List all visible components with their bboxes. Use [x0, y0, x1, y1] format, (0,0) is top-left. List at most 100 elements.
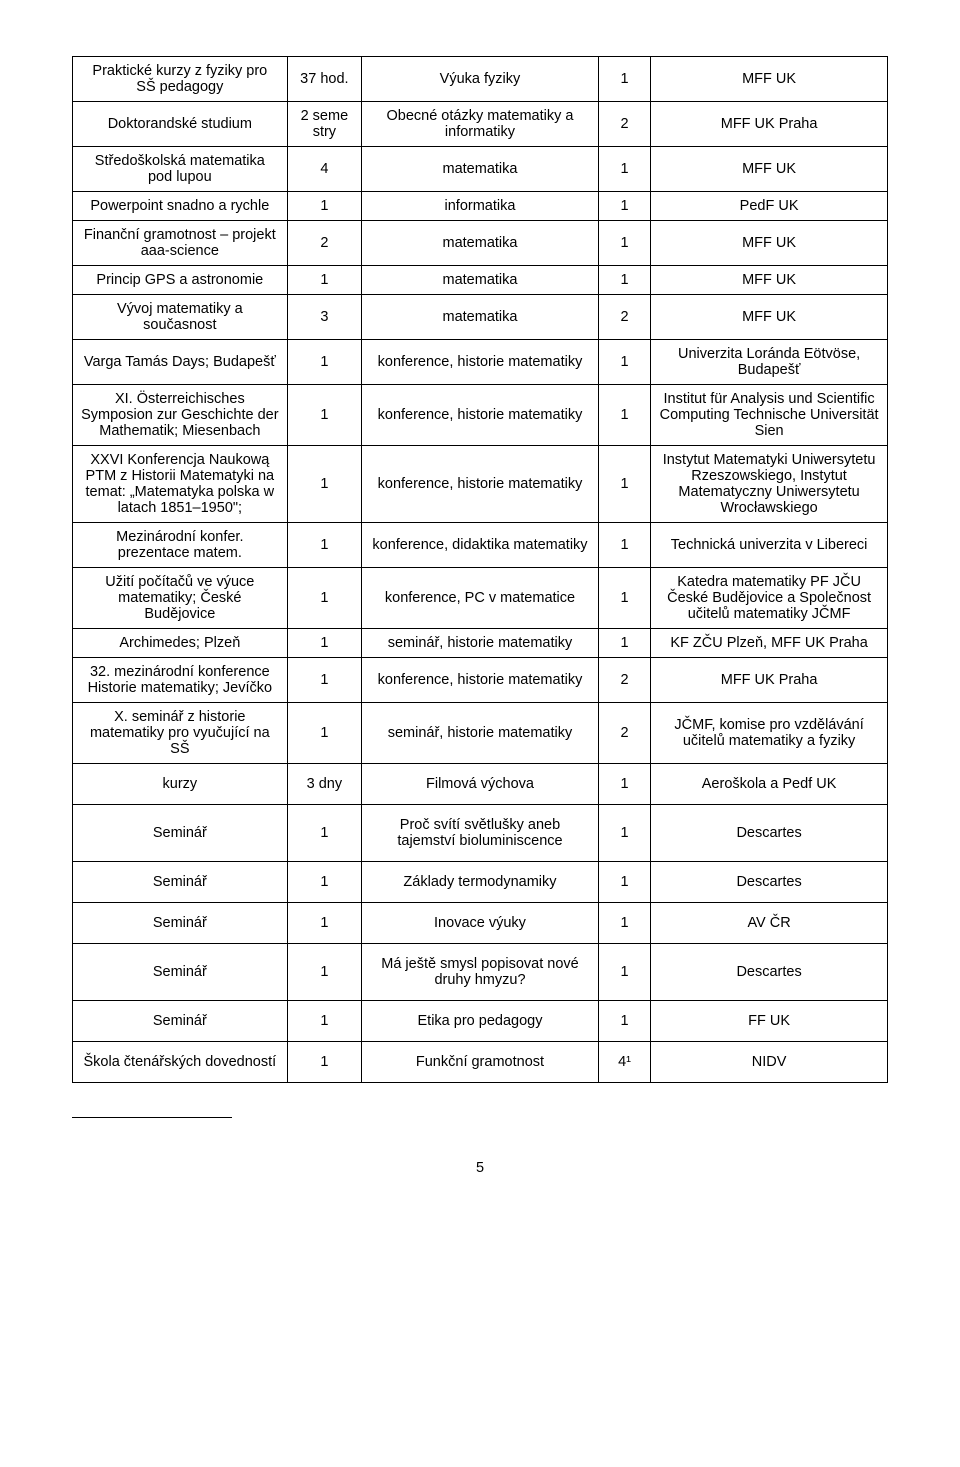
cell-c2: 1	[287, 944, 361, 1001]
table-row: 32. mezinárodní konference Historie mate…	[73, 658, 888, 703]
cell-c5: MFF UK	[651, 295, 888, 340]
cell-c4: 1	[598, 764, 650, 805]
cell-c5: Aeroškola a Pedf UK	[651, 764, 888, 805]
cell-c3: konference, historie matematiky	[362, 340, 599, 385]
cell-c3: Proč svítí světlušky aneb tajemství biol…	[362, 805, 599, 862]
cell-c5: MFF UK Praha	[651, 658, 888, 703]
cell-c4: 1	[598, 944, 650, 1001]
cell-c4: 2	[598, 295, 650, 340]
cell-c2: 2 seme stry	[287, 102, 361, 147]
cell-c2: 1	[287, 629, 361, 658]
cell-c3: konference, historie matematiky	[362, 658, 599, 703]
cell-c3: seminář, historie matematiky	[362, 703, 599, 764]
cell-c1: Škola čtenářských dovedností	[73, 1042, 288, 1083]
table-row: X. seminář z historie matematiky pro vyu…	[73, 703, 888, 764]
cell-c1: Středoškolská matematika pod lupou	[73, 147, 288, 192]
table-row: XI. Österreichisches Symposion zur Gesch…	[73, 385, 888, 446]
cell-c4: 1	[598, 57, 650, 102]
table-row: Doktorandské studium2 seme stryObecné ot…	[73, 102, 888, 147]
table-row: Vývoj matematiky a současnost3matematika…	[73, 295, 888, 340]
cell-c2: 1	[287, 446, 361, 523]
cell-c1: Doktorandské studium	[73, 102, 288, 147]
cell-c4: 1	[598, 446, 650, 523]
cell-c2: 1	[287, 1042, 361, 1083]
table-row: Mezinárodní konfer. prezentace matem.1ko…	[73, 523, 888, 568]
cell-c5: FF UK	[651, 1001, 888, 1042]
cell-c5: MFF UK	[651, 57, 888, 102]
cell-c2: 3 dny	[287, 764, 361, 805]
cell-c3: matematika	[362, 295, 599, 340]
cell-c1: XI. Österreichisches Symposion zur Gesch…	[73, 385, 288, 446]
cell-c2: 1	[287, 192, 361, 221]
cell-c1: Užití počítačů ve výuce matematiky; Česk…	[73, 568, 288, 629]
cell-c4: 1	[598, 805, 650, 862]
cell-c1: Powerpoint snadno a rychle	[73, 192, 288, 221]
cell-c4: 4¹	[598, 1042, 650, 1083]
cell-c5: Institut für Analysis und Scientific Com…	[651, 385, 888, 446]
cell-c5: MFF UK	[651, 221, 888, 266]
cell-c3: Základy termodynamiky	[362, 862, 599, 903]
cell-c3: Filmová výchova	[362, 764, 599, 805]
cell-c2: 1	[287, 703, 361, 764]
table-row: Seminář1Má ještě smysl popisovat nové dr…	[73, 944, 888, 1001]
cell-c2: 37 hod.	[287, 57, 361, 102]
cell-c4: 1	[598, 862, 650, 903]
cell-c5: MFF UK	[651, 266, 888, 295]
cell-c2: 1	[287, 658, 361, 703]
table-row: Princip GPS a astronomie1matematika1MFF …	[73, 266, 888, 295]
cell-c5: NIDV	[651, 1042, 888, 1083]
cell-c2: 1	[287, 862, 361, 903]
cell-c5: MFF UK	[651, 147, 888, 192]
table-row: Finanční gramotnost – projekt aaa-scienc…	[73, 221, 888, 266]
cell-c3: matematika	[362, 147, 599, 192]
cell-c2: 1	[287, 340, 361, 385]
cell-c3: Výuka fyziky	[362, 57, 599, 102]
cell-c3: konference, didaktika matematiky	[362, 523, 599, 568]
cell-c5: Descartes	[651, 862, 888, 903]
cell-c3: matematika	[362, 266, 599, 295]
table-row: Škola čtenářských dovedností1Funkční gra…	[73, 1042, 888, 1083]
cell-c2: 1	[287, 523, 361, 568]
table-row: Seminář1Etika pro pedagogy1FF UK	[73, 1001, 888, 1042]
cell-c1: Mezinárodní konfer. prezentace matem.	[73, 523, 288, 568]
cell-c1: kurzy	[73, 764, 288, 805]
cell-c5: Katedra matematiky PF JČU České Budějovi…	[651, 568, 888, 629]
cell-c3: konference, historie matematiky	[362, 446, 599, 523]
page-number: 5	[72, 1160, 888, 1176]
cell-c3: Etika pro pedagogy	[362, 1001, 599, 1042]
cell-c4: 1	[598, 192, 650, 221]
table-row: Varga Tamás Days; Budapešť1konference, h…	[73, 340, 888, 385]
cell-c3: konference, historie matematiky	[362, 385, 599, 446]
table-row: Seminář1Základy termodynamiky1Descartes	[73, 862, 888, 903]
cell-c5: Technická univerzita v Libereci	[651, 523, 888, 568]
cell-c3: Obecné otázky matematiky a informatiky	[362, 102, 599, 147]
cell-c5: Descartes	[651, 805, 888, 862]
cell-c4: 2	[598, 102, 650, 147]
cell-c4: 1	[598, 629, 650, 658]
cell-c1: X. seminář z historie matematiky pro vyu…	[73, 703, 288, 764]
cell-c5: MFF UK Praha	[651, 102, 888, 147]
cell-c3: matematika	[362, 221, 599, 266]
cell-c1: Vývoj matematiky a současnost	[73, 295, 288, 340]
cell-c4: 1	[598, 266, 650, 295]
cell-c5: PedF UK	[651, 192, 888, 221]
cell-c4: 1	[598, 568, 650, 629]
cell-c1: XXVI Konferencja Naukową PTM z Historii …	[73, 446, 288, 523]
cell-c4: 1	[598, 147, 650, 192]
table-row: XXVI Konferencja Naukową PTM z Historii …	[73, 446, 888, 523]
cell-c2: 1	[287, 266, 361, 295]
cell-c5: Descartes	[651, 944, 888, 1001]
table-row: Powerpoint snadno a rychle1informatika1P…	[73, 192, 888, 221]
footnote-rule	[72, 1117, 232, 1118]
cell-c1: Praktické kurzy z fyziky pro SŠ pedagogy	[73, 57, 288, 102]
cell-c2: 1	[287, 385, 361, 446]
cell-c1: Seminář	[73, 944, 288, 1001]
cell-c5: Instytut Matematyki Uniwersytetu Rzeszow…	[651, 446, 888, 523]
cell-c3: informatika	[362, 192, 599, 221]
cell-c4: 1	[598, 1001, 650, 1042]
cell-c1: Seminář	[73, 862, 288, 903]
cell-c1: Seminář	[73, 903, 288, 944]
cell-c1: Seminář	[73, 1001, 288, 1042]
table-row: kurzy3 dnyFilmová výchova1Aeroškola a Pe…	[73, 764, 888, 805]
cell-c4: 1	[598, 340, 650, 385]
